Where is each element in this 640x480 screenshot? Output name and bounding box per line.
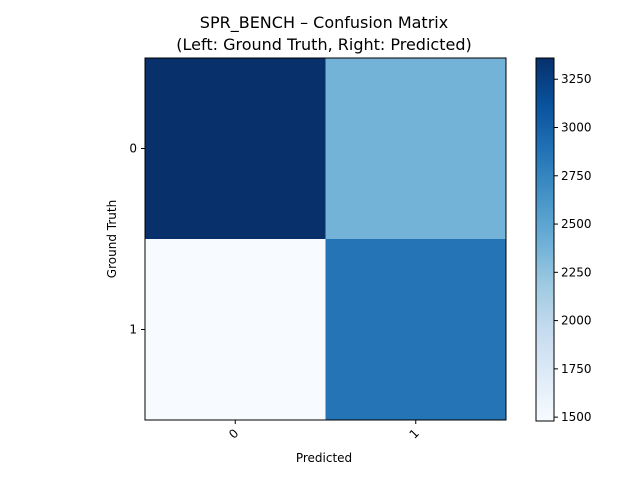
colorbar-tick-label: 3000 [561, 121, 592, 135]
colorbar-tick-label: 2750 [561, 169, 592, 183]
heatmap-cell-0-0 [145, 58, 326, 239]
colorbar-tick-label: 3250 [561, 72, 592, 86]
heatmap-cell-1-1 [325, 239, 506, 420]
x-axis-label: Predicted [296, 451, 352, 465]
y-axis-label: Ground Truth [105, 200, 119, 278]
y-tick-label: 1 [129, 323, 137, 337]
chart-subtitle: (Left: Ground Truth, Right: Predicted) [176, 35, 471, 54]
y-axis-ticks: 01 [129, 142, 145, 337]
colorbar-tick-label: 2000 [561, 314, 592, 328]
x-tick-label: 0 [226, 426, 241, 441]
plot-frame [144, 57, 507, 421]
x-tick-label: 1 [407, 426, 422, 441]
colorbar-tick-label: 2250 [561, 265, 592, 279]
colorbar-tick-label: 1500 [561, 410, 592, 424]
heatmap-cell-1-0 [145, 239, 326, 420]
colorbar [535, 57, 555, 422]
heatmap-cell-0-1 [325, 58, 506, 239]
y-tick-label: 0 [129, 142, 137, 156]
colorbar-tick-label: 2500 [561, 217, 592, 231]
colorbar-ticks: 1500 1750 2000 2250 2500 2750 3000 3250 [554, 72, 592, 424]
colorbar-tick-label: 1750 [561, 362, 592, 376]
heatmap-cells [145, 58, 506, 420]
chart-title: SPR_BENCH – Confusion Matrix [200, 13, 448, 33]
